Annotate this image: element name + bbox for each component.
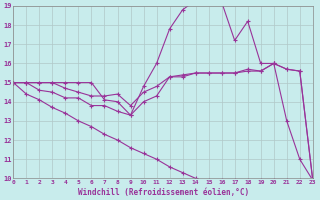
X-axis label: Windchill (Refroidissement éolien,°C): Windchill (Refroidissement éolien,°C)	[77, 188, 249, 197]
